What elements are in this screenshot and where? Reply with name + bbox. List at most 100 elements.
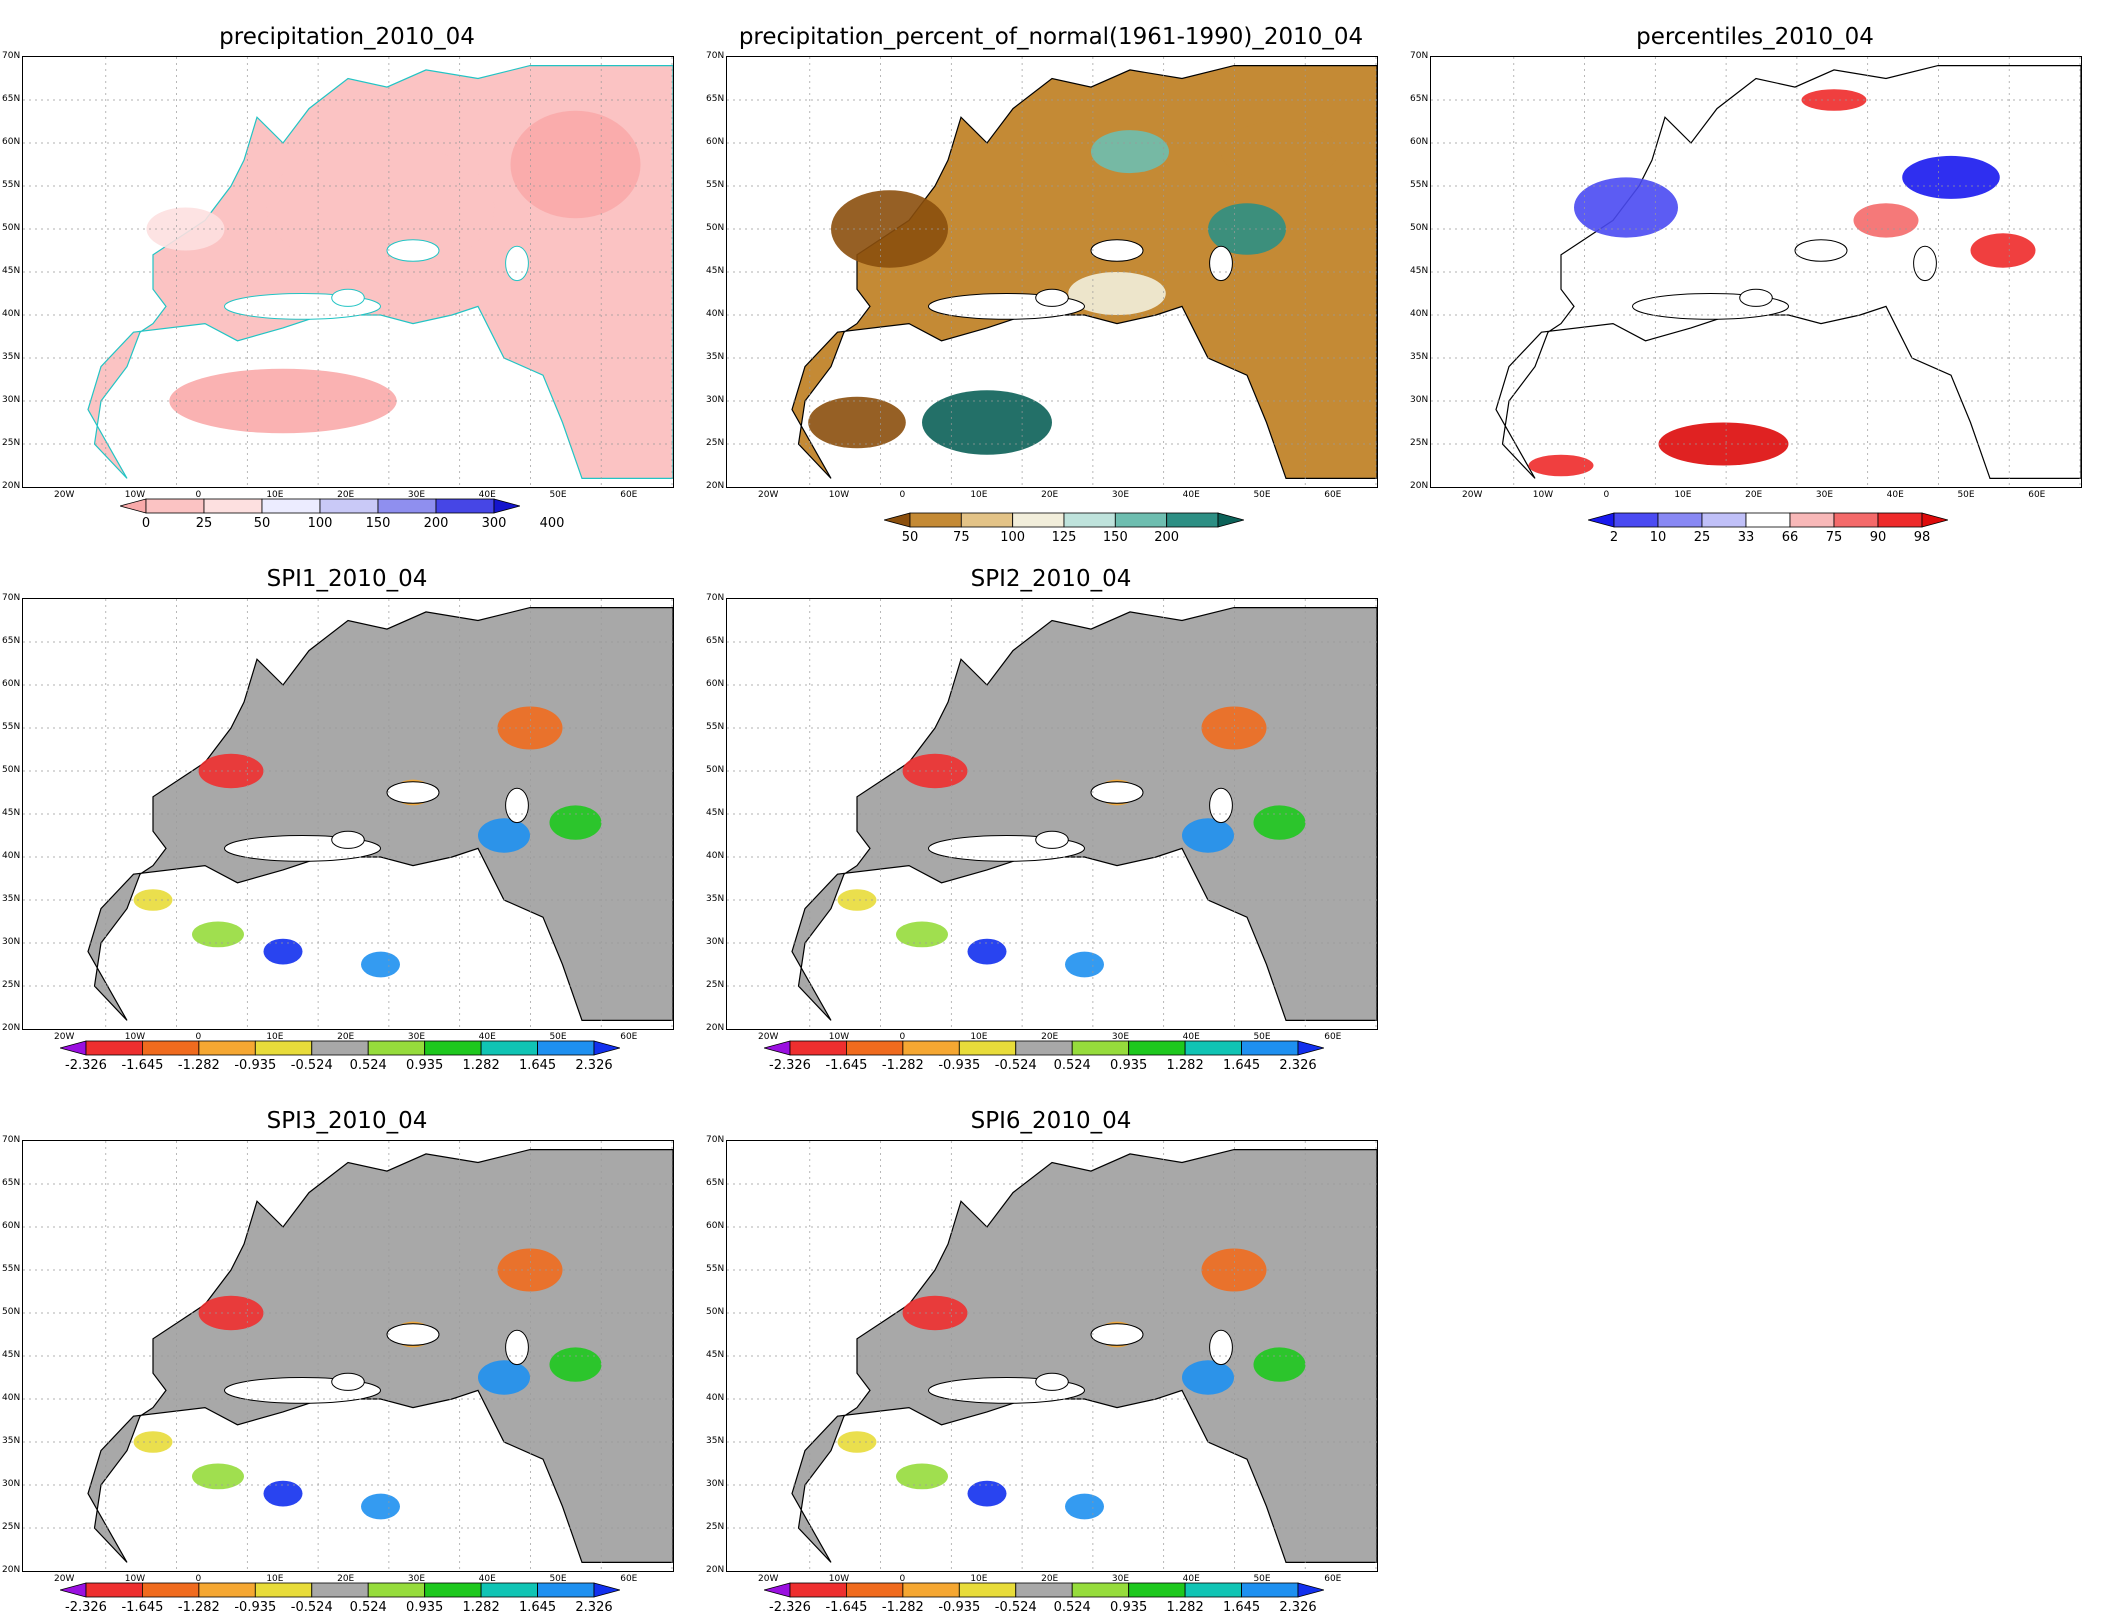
latitude-label: 20N	[706, 481, 725, 491]
colorbar-tick-label: 75	[953, 530, 970, 545]
sea-outline	[1209, 245, 1233, 282]
colorbar-tick-label: 25	[195, 516, 213, 531]
colorbar-tick-label: 50	[901, 530, 919, 545]
map-area	[22, 598, 674, 1030]
anomaly-region	[361, 951, 400, 978]
longitude-label: 60E	[620, 1574, 638, 1584]
colorbar-swatch	[537, 1040, 595, 1056]
latitude-label: 35N	[2, 352, 21, 362]
longitude-label: 40E	[478, 1574, 496, 1584]
colorbar-arrow-high	[593, 1040, 622, 1056]
longitude-label: 30E	[407, 490, 426, 500]
colorbar-arrow-high	[1921, 512, 1950, 528]
sea-outline	[1209, 1329, 1233, 1366]
colorbar-swatch	[142, 1582, 200, 1598]
colorbar-swatch	[958, 1040, 1017, 1056]
latitude-label: 50N	[706, 765, 725, 775]
sea-outline	[224, 835, 381, 862]
colorbar-arrow-high	[593, 1582, 622, 1598]
colorbar-tick-label: 1.282	[462, 1600, 500, 1615]
latitude-label: 40N	[2, 309, 21, 319]
anomaly-region	[497, 706, 563, 750]
colorbar-tick-label: 1.282	[1166, 1058, 1204, 1073]
longitude-label: 20W	[758, 1574, 779, 1584]
colorbar-tick-label: 2.326	[1279, 1600, 1317, 1615]
longitude-label: 50E	[549, 490, 567, 500]
latitude-label: 45N	[706, 266, 725, 276]
longitude-label: 20E	[337, 1032, 355, 1042]
latitude-label: 45N	[706, 808, 725, 818]
longitude-label: 20W	[54, 490, 75, 500]
sea-outline	[505, 245, 529, 282]
longitude-label: 10E	[266, 1032, 284, 1042]
latitude-label: 55N	[2, 722, 21, 732]
colorbar-swatch	[789, 1582, 847, 1598]
colorbar-swatch	[203, 498, 263, 514]
colorbar: -2.326 -1.645 -1.282 -0.935 -0.524 0.524 0.935…	[762, 1040, 1326, 1073]
longitude-label: 0	[899, 1032, 906, 1042]
colorbar-arrow-low	[762, 1582, 791, 1598]
latitude-label: 35N	[706, 352, 725, 362]
longitude-label: 10W	[1532, 490, 1554, 500]
sea-outline	[928, 1377, 1085, 1404]
colorbar-swatch	[789, 1040, 847, 1056]
colorbar-swatch	[367, 1040, 426, 1056]
colorbar-tick-label: 1.645	[518, 1058, 557, 1073]
anomaly-region	[266, 143, 495, 272]
longitude-label: 60E	[620, 490, 638, 500]
colorbar-tick-label: -0.935	[234, 1058, 277, 1073]
colorbar-arrow-high	[493, 498, 522, 514]
colorbar-swatch	[1015, 1582, 1073, 1598]
colorbar-swatch	[424, 1582, 482, 1598]
colorbar-swatch	[480, 1040, 538, 1056]
colorbar-swatch	[1071, 1040, 1130, 1056]
longitude-label: 10W	[828, 1032, 850, 1042]
colorbar-swatch	[85, 1582, 143, 1598]
colorbar-tick-label: -1.645	[825, 1058, 868, 1073]
colorbar-tick-label: 125	[1051, 530, 1077, 545]
colorbar-tick-label: -1.282	[177, 1600, 220, 1615]
colorbar-swatch	[902, 1582, 960, 1598]
latitude-label: 60N	[1410, 137, 1429, 147]
colorbar-swatch	[909, 512, 962, 528]
anomaly-region	[393, 779, 433, 806]
anomaly-region	[837, 1431, 877, 1453]
longitude-label: 50E	[549, 1574, 567, 1584]
latitude-label: 35N	[706, 894, 725, 904]
colorbar-tick-label: -1.645	[121, 1600, 164, 1615]
anomaly-region	[1068, 272, 1166, 315]
longitude-label: 10W	[828, 1574, 850, 1584]
sea-outline	[1035, 288, 1069, 307]
colorbar-swatch	[198, 1582, 256, 1598]
latitude-label: 60N	[2, 679, 21, 689]
anomaly-region	[263, 1480, 303, 1507]
colorbar-arrow-low	[1586, 512, 1615, 528]
longitude-label: 40E	[478, 490, 496, 500]
map-panel-3: percentiles_2010_04 70N 65N 60N 55N 50N 45N 40N…	[1408, 0, 2106, 1620]
anomaly-region	[1065, 951, 1104, 978]
anomaly-region	[1253, 1347, 1306, 1382]
anomaly-region	[549, 1347, 602, 1382]
longitude-label: 60E	[1324, 1032, 1342, 1042]
latitude-label: 55N	[2, 180, 21, 190]
anomaly-region	[1574, 177, 1678, 238]
land-field	[791, 65, 1377, 479]
sea-outline	[505, 787, 529, 824]
latitude-label: 60N	[2, 137, 21, 147]
longitude-label: 50E	[1253, 1032, 1271, 1042]
colorbar-tick-label: -1.645	[121, 1058, 164, 1073]
map-area	[726, 598, 1378, 1030]
colorbar-tick-label: 50	[253, 516, 271, 531]
latitude-label: 65N	[706, 94, 725, 104]
map-canvas	[727, 57, 1377, 487]
anomaly-region	[1097, 779, 1137, 806]
map-panel-6: SPI3_2010_04 70N 65N 60N 55N 50N 45N 40N 35N 30N 2…	[0, 0, 700, 1620]
latitude-label: 55N	[706, 722, 725, 732]
latitude-label: 45N	[2, 266, 21, 276]
anomaly-region	[1902, 155, 2000, 199]
colorbar-swatch	[424, 1040, 482, 1056]
colorbar: 50 75 100 125 150 200	[882, 512, 1246, 545]
map-canvas	[23, 599, 673, 1029]
land-field	[87, 607, 673, 1021]
panel-title: percentiles_2010_04	[1636, 24, 1874, 50]
